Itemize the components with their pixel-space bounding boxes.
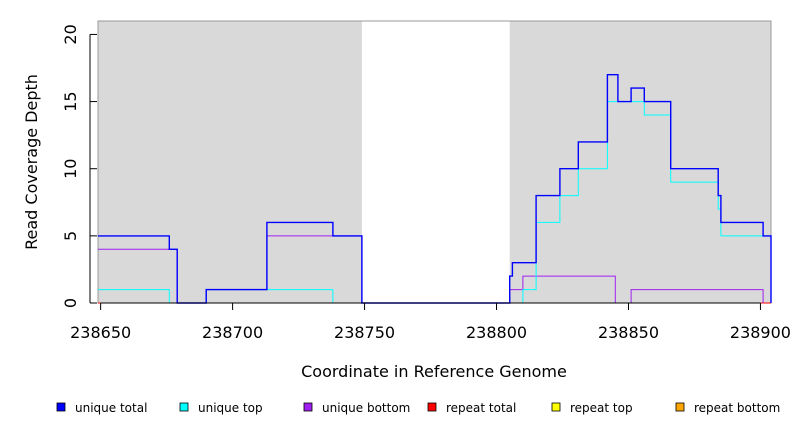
y-tick-label: 0	[61, 298, 80, 308]
legend-swatch	[675, 402, 685, 412]
x-tick-label: 238900	[730, 323, 791, 342]
y-tick-label: 15	[61, 91, 80, 111]
axes: 238650 238700 238750 238800 238850 238900 0 5 10…	[61, 24, 791, 342]
legend-swatch	[179, 402, 189, 412]
legend-label: unique bottom	[322, 401, 410, 415]
y-tick-label: 20	[61, 24, 80, 44]
legend-swatch	[427, 402, 437, 412]
legend-label: unique total	[75, 401, 147, 415]
y-axis-title: Read Coverage Depth	[22, 74, 41, 250]
legend-label: repeat top	[570, 401, 633, 415]
x-tick-label: 238800	[466, 323, 527, 342]
shaded-region	[509, 21, 771, 303]
legend-swatch	[551, 402, 561, 412]
x-tick-label: 238850	[598, 323, 659, 342]
legend-swatch	[56, 402, 66, 412]
legend-label: repeat bottom	[694, 401, 780, 415]
legend: unique total unique top unique bottom repea…	[56, 401, 780, 415]
shaded-region	[98, 21, 362, 303]
legend-label: repeat total	[446, 401, 516, 415]
x-tick-label: 238650	[70, 323, 131, 342]
series-unique-total-line	[98, 74, 772, 304]
x-tick-label: 238750	[334, 323, 395, 342]
y-tick-label: 5	[61, 231, 80, 241]
legend-swatch	[303, 402, 313, 412]
x-axis-title: Coordinate in Reference Genome	[301, 362, 567, 381]
plot-area	[97, 20, 772, 304]
legend-label: unique top	[198, 401, 263, 415]
y-tick-label: 10	[61, 159, 80, 179]
x-tick-label: 238700	[202, 323, 263, 342]
